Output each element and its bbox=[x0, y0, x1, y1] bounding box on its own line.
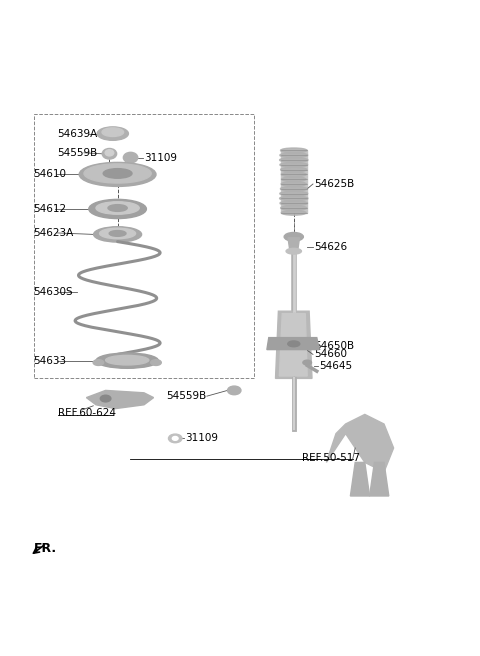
Ellipse shape bbox=[281, 211, 306, 215]
Ellipse shape bbox=[281, 205, 307, 211]
Ellipse shape bbox=[100, 395, 111, 402]
Ellipse shape bbox=[303, 360, 312, 365]
Ellipse shape bbox=[280, 196, 308, 201]
Text: 54645: 54645 bbox=[319, 361, 352, 371]
Ellipse shape bbox=[281, 172, 306, 177]
Ellipse shape bbox=[100, 228, 136, 239]
Polygon shape bbox=[267, 338, 319, 350]
Ellipse shape bbox=[168, 434, 182, 443]
Text: 54633: 54633 bbox=[34, 356, 67, 365]
Ellipse shape bbox=[96, 353, 158, 368]
Ellipse shape bbox=[281, 182, 306, 186]
Text: 54650B: 54650B bbox=[314, 341, 355, 351]
Ellipse shape bbox=[280, 191, 308, 196]
Ellipse shape bbox=[228, 386, 241, 395]
Polygon shape bbox=[276, 311, 312, 379]
Ellipse shape bbox=[172, 436, 178, 440]
Ellipse shape bbox=[79, 163, 156, 186]
Ellipse shape bbox=[102, 148, 117, 159]
Text: 54639A: 54639A bbox=[58, 129, 98, 138]
Ellipse shape bbox=[96, 202, 139, 215]
Text: REF.60-624: REF.60-624 bbox=[58, 409, 116, 419]
Ellipse shape bbox=[280, 153, 308, 157]
Ellipse shape bbox=[109, 230, 126, 236]
Ellipse shape bbox=[280, 186, 307, 191]
Ellipse shape bbox=[280, 148, 307, 153]
Ellipse shape bbox=[108, 205, 127, 211]
Ellipse shape bbox=[151, 359, 161, 365]
Ellipse shape bbox=[97, 127, 129, 140]
Ellipse shape bbox=[106, 356, 149, 365]
Ellipse shape bbox=[93, 359, 104, 365]
Ellipse shape bbox=[105, 150, 114, 156]
Text: 54660: 54660 bbox=[314, 350, 348, 359]
Ellipse shape bbox=[94, 227, 142, 242]
Ellipse shape bbox=[123, 152, 138, 163]
Text: 54612: 54612 bbox=[34, 204, 67, 214]
Text: 54626: 54626 bbox=[314, 242, 348, 253]
Polygon shape bbox=[350, 462, 370, 496]
Text: FR.: FR. bbox=[34, 543, 57, 555]
Polygon shape bbox=[288, 237, 300, 251]
Text: 54623A: 54623A bbox=[34, 228, 74, 238]
Ellipse shape bbox=[84, 164, 151, 183]
Text: REF.50-517: REF.50-517 bbox=[302, 453, 360, 462]
Ellipse shape bbox=[102, 128, 124, 136]
Ellipse shape bbox=[286, 249, 301, 254]
Ellipse shape bbox=[288, 341, 300, 347]
Ellipse shape bbox=[280, 201, 308, 205]
Polygon shape bbox=[86, 390, 154, 409]
Polygon shape bbox=[281, 150, 307, 213]
Ellipse shape bbox=[280, 163, 308, 167]
Ellipse shape bbox=[280, 157, 308, 163]
Text: 31109: 31109 bbox=[144, 153, 177, 163]
Ellipse shape bbox=[89, 199, 146, 218]
Text: 54630S: 54630S bbox=[34, 287, 73, 297]
Text: 54559B: 54559B bbox=[166, 391, 206, 401]
Ellipse shape bbox=[281, 167, 307, 172]
Text: 31109: 31109 bbox=[185, 434, 218, 443]
Polygon shape bbox=[279, 314, 307, 376]
Ellipse shape bbox=[284, 232, 303, 241]
Polygon shape bbox=[326, 415, 394, 472]
Ellipse shape bbox=[103, 169, 132, 178]
Ellipse shape bbox=[281, 177, 306, 182]
Text: 54559B: 54559B bbox=[58, 148, 98, 158]
Text: 54625B: 54625B bbox=[314, 179, 355, 189]
Text: 54610: 54610 bbox=[34, 169, 67, 179]
Polygon shape bbox=[370, 462, 389, 496]
